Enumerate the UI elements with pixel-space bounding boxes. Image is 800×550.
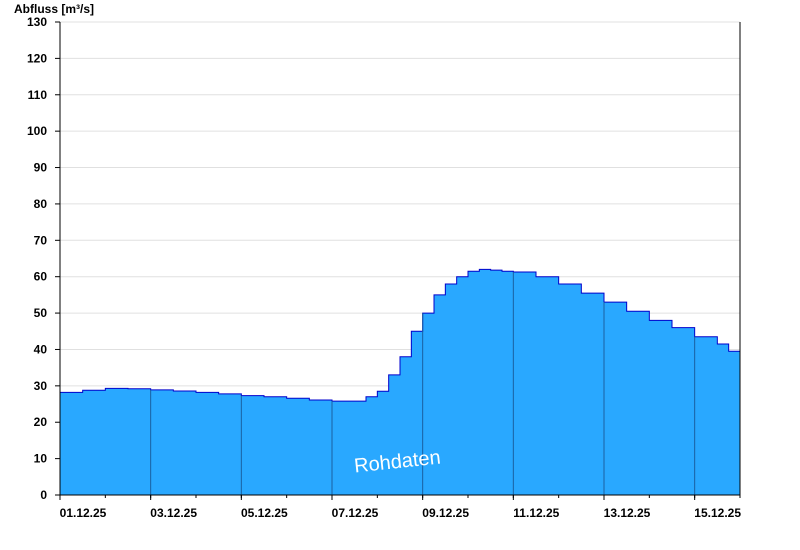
- x-tick-label: 15.12.25: [694, 506, 741, 520]
- y-tick-label: 90: [34, 161, 48, 175]
- x-tick-label: 05.12.25: [241, 506, 288, 520]
- x-tick-label: 07.12.25: [332, 506, 379, 520]
- y-tick-label: 30: [34, 379, 48, 393]
- day-separator-lines: [150, 271, 696, 495]
- y-axis-ticks: 0 10 20 30 40 50 60 70 80 90 100 110 120 130: [27, 15, 60, 502]
- x-axis-ticks: 01.12.25 03.12.25 05.12.25 07.12.25 09.12.25…: [59, 495, 741, 520]
- y-tick-label: 120: [27, 51, 47, 65]
- x-tick-label: 13.12.25: [604, 506, 651, 520]
- x-tick-label: 03.12.25: [150, 506, 197, 520]
- y-tick-label: 10: [34, 452, 48, 466]
- y-tick-label: 40: [34, 342, 48, 356]
- y-tick-label: 70: [34, 233, 48, 247]
- grid-lines: [60, 21, 740, 460]
- y-axis-label: Abfluss [m³/s]: [14, 2, 94, 16]
- x-tick-label: 09.12.25: [422, 506, 469, 520]
- discharge-area: [60, 269, 740, 495]
- y-tick-label: 80: [34, 197, 48, 211]
- x-tick-label: 01.12.25: [60, 506, 107, 520]
- x-tick-label: 11.12.25: [513, 506, 559, 520]
- y-tick-label: 100: [27, 124, 47, 138]
- y-tick-label: 130: [27, 15, 47, 29]
- y-tick-label: 0: [40, 488, 47, 502]
- y-tick-label: 110: [28, 88, 48, 102]
- y-tick-label: 50: [34, 306, 48, 320]
- y-tick-label: 20: [34, 415, 48, 429]
- y-tick-label: 60: [34, 270, 48, 284]
- axes: [59, 22, 741, 496]
